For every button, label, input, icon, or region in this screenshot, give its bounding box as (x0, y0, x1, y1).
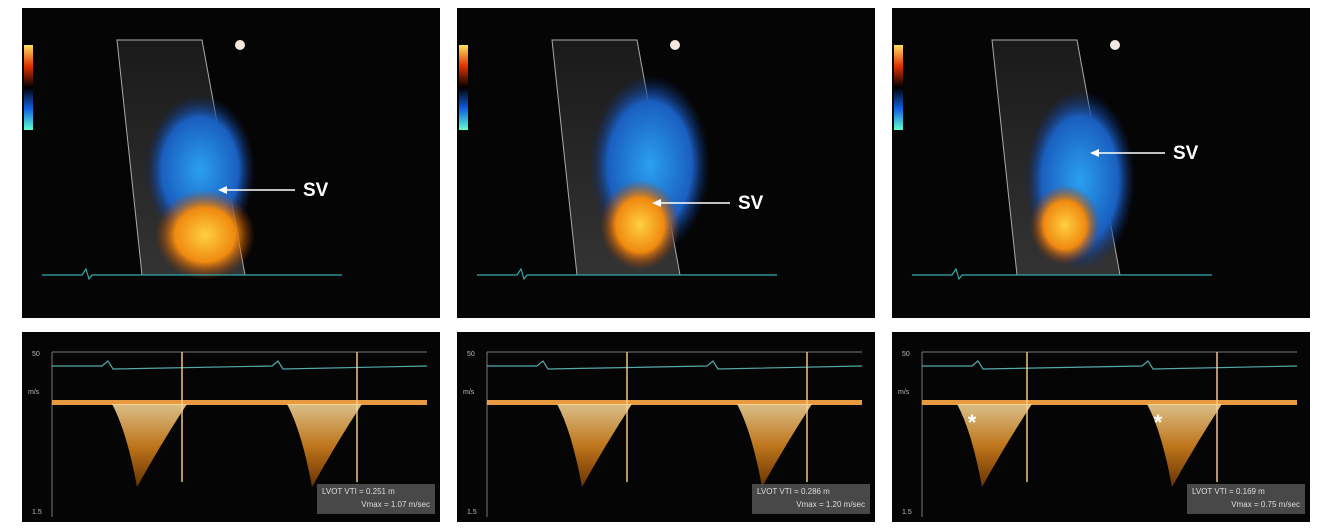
color-bar (894, 45, 903, 130)
sv-label: SV (303, 180, 329, 201)
scale-top: 50 (902, 351, 910, 358)
scale-bottom: 1.5 (467, 509, 477, 516)
unit-label: m/s (898, 389, 910, 396)
vmax-text: Vmax = 1.20 m/sec (796, 500, 865, 509)
asterisk: * (1154, 410, 1163, 435)
flow-orange (600, 180, 680, 270)
color-bar (24, 45, 33, 130)
marker-dot (670, 40, 680, 50)
scale-bottom: 1.5 (32, 509, 42, 516)
scale-top: 50 (32, 351, 40, 358)
vti-text: LVOT VTI = 0.251 m (322, 487, 395, 496)
scale-top: 50 (467, 351, 475, 358)
flow-orange (155, 190, 255, 280)
vmax-text: Vmax = 1.07 m/sec (361, 500, 430, 509)
figure: SV 50 m/s 1.5 LVOT VTI = 0.251 m Vmax = 1.07 … (0, 0, 1326, 528)
marker-dot (1110, 40, 1120, 50)
vmax-text: Vmax = 0.75 m/sec (1231, 500, 1300, 509)
flow-orange (1030, 185, 1100, 265)
vti-text: LVOT VTI = 0.169 m (1192, 487, 1265, 496)
sv-label: SV (1173, 143, 1199, 164)
color-bar (459, 45, 468, 130)
vti-text: LVOT VTI = 0.286 m (757, 487, 830, 496)
baseline (52, 400, 427, 405)
sv-label: SV (738, 193, 764, 214)
scale-bottom: 1.5 (902, 509, 912, 516)
unit-label: m/s (463, 389, 475, 396)
asterisk: * (968, 410, 977, 435)
marker-dot (235, 40, 245, 50)
unit-label: m/s (28, 389, 40, 396)
